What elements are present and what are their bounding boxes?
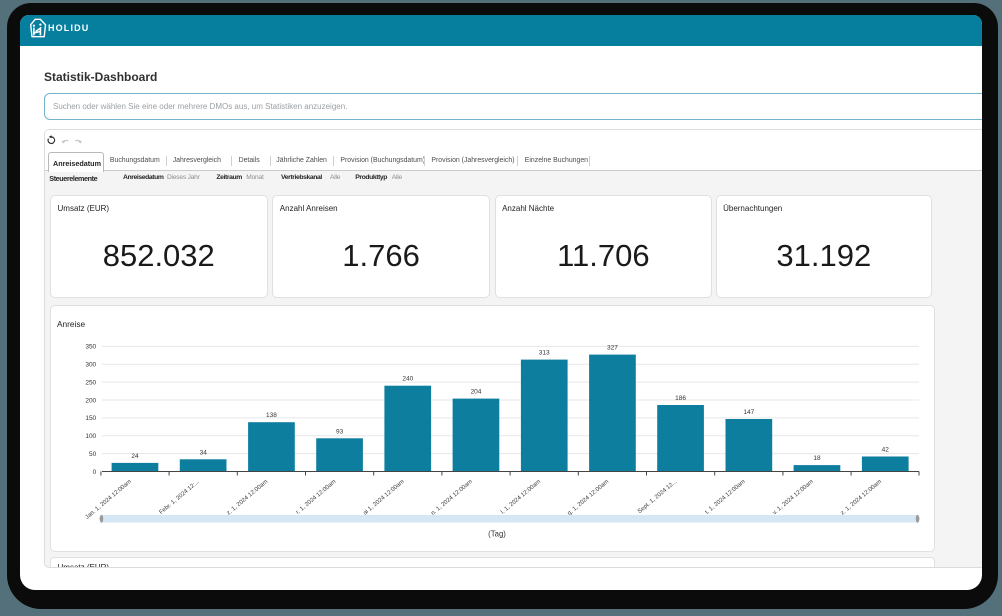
svg-text:147: 147 xyxy=(743,409,754,416)
svg-text:Sept. 1, 2024 12...: Sept. 1, 2024 12... xyxy=(637,479,679,515)
svg-text:313: 313 xyxy=(539,350,550,357)
svg-text:z. 1, 2024 12:00am: z. 1, 2024 12:00am xyxy=(840,479,883,517)
svg-text:150: 150 xyxy=(85,415,96,422)
svg-text:v. 1, 2024 12:00am: v. 1, 2024 12:00am xyxy=(772,479,815,516)
svg-text:n. 1, 2024 12:00am: n. 1, 2024 12:00am xyxy=(430,479,473,517)
svg-text:350: 350 xyxy=(85,344,96,351)
svg-text:Anreise: Anreise xyxy=(57,319,86,329)
svg-text:l. 1, 2024 12:00am: l. 1, 2024 12:00am xyxy=(500,479,542,516)
svg-text:24: 24 xyxy=(131,453,139,460)
svg-text:g. 1, 2024 12:00am: g. 1, 2024 12:00am xyxy=(567,479,610,517)
svg-text:ai 1, 2024 12:00am: ai 1, 2024 12:00am xyxy=(362,479,405,517)
svg-text:200: 200 xyxy=(85,397,96,404)
svg-text:300: 300 xyxy=(85,362,96,369)
svg-text:138: 138 xyxy=(266,412,277,419)
svg-text:r. 1, 2024 12:00am: r. 1, 2024 12:00am xyxy=(295,479,337,516)
svg-text:18: 18 xyxy=(813,455,821,462)
svg-text:100: 100 xyxy=(85,433,96,440)
svg-text:93: 93 xyxy=(336,428,344,435)
svg-text:327: 327 xyxy=(607,345,618,352)
svg-text:50: 50 xyxy=(89,451,97,458)
svg-text:42: 42 xyxy=(882,447,890,454)
svg-text:Febr. 1, 2024 12:...: Febr. 1, 2024 12:... xyxy=(159,479,202,516)
svg-text:0: 0 xyxy=(93,469,97,476)
svg-text:186: 186 xyxy=(675,395,686,402)
svg-text:34: 34 xyxy=(200,449,208,456)
svg-text:z. 1, 2024 12:00am: z. 1, 2024 12:00am xyxy=(226,479,269,517)
svg-text:250: 250 xyxy=(85,379,96,386)
svg-text:Jan. 1, 2024 12:00am: Jan. 1, 2024 12:00am xyxy=(84,479,132,521)
svg-text:204: 204 xyxy=(471,389,482,396)
svg-text:240: 240 xyxy=(402,376,413,383)
svg-text:(Tag): (Tag) xyxy=(488,530,506,539)
svg-text:t. 1, 2024 12:00am: t. 1, 2024 12:00am xyxy=(704,479,746,516)
